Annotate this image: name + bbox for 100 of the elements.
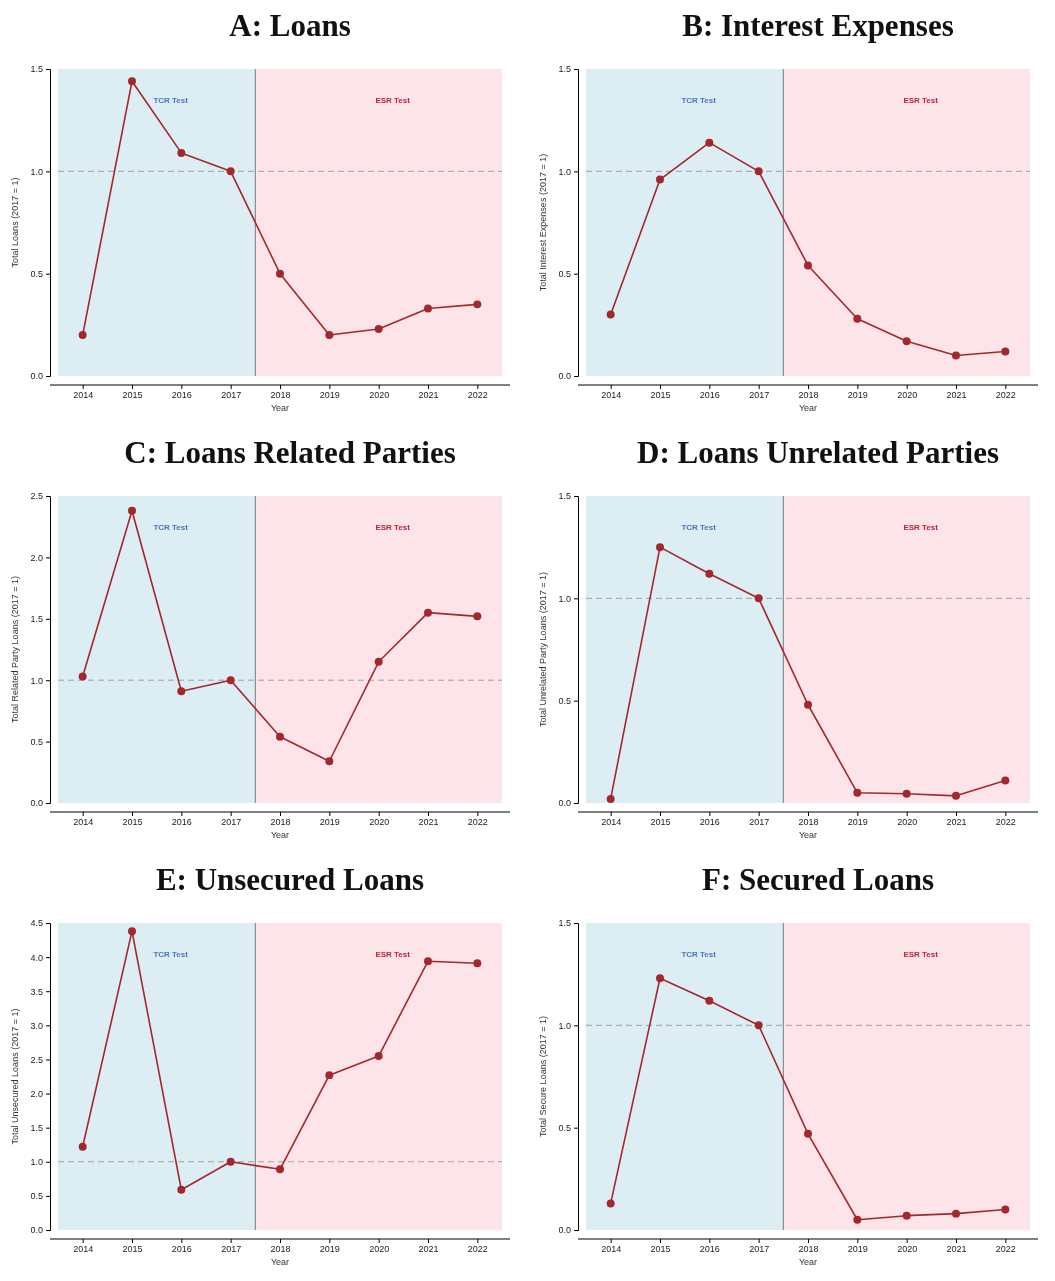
y-axis-title: Total Interest Expenses (2017 = 1)	[538, 153, 548, 292]
point	[853, 788, 862, 797]
x-tick-label: 2017	[749, 1244, 770, 1255]
point	[177, 1185, 186, 1194]
y-tick-label: 3.5	[30, 986, 43, 997]
x-tick-label: 2015	[122, 390, 143, 401]
band-label: TCR Test	[153, 523, 189, 532]
point	[325, 757, 334, 766]
x-tick-label: 2014	[73, 1244, 94, 1255]
point	[902, 1211, 911, 1220]
chart-title: E: Unsecured Loans	[155, 862, 425, 897]
x-tick-label: 2022	[995, 817, 1016, 828]
x-tick-label: 2021	[946, 817, 967, 828]
x-tick-label: 2016	[171, 1244, 192, 1255]
point	[656, 974, 664, 983]
x-tick-label: 2021	[418, 390, 439, 401]
y-tick-label: 0.5	[558, 1123, 571, 1134]
x-tick-label: 2017	[749, 817, 770, 828]
x-tick-label: 2017	[749, 390, 770, 401]
band-label: TCR Test	[681, 523, 717, 532]
point	[276, 732, 284, 741]
x-tick-label: 2020	[897, 1244, 918, 1255]
chart-title: D: Loans Unrelated Parties	[637, 435, 999, 470]
point	[374, 1052, 383, 1061]
y-tick-label: 1.5	[30, 614, 43, 625]
band-label: ESR Test	[903, 96, 939, 105]
x-tick-label: 2020	[897, 390, 918, 401]
point	[804, 700, 812, 709]
point	[177, 687, 186, 696]
band-label: TCR Test	[681, 950, 717, 959]
band-label: ESR Test	[375, 96, 411, 105]
y-tick-label: 3.0	[30, 1020, 43, 1031]
x-tick-label: 2019	[319, 817, 340, 828]
point	[473, 300, 482, 309]
point	[705, 996, 714, 1005]
y-tick-label: 4.5	[30, 918, 43, 929]
point	[902, 789, 911, 798]
x-tick-label: 2018	[798, 390, 819, 401]
point	[128, 927, 136, 936]
band-label: ESR Test	[375, 523, 411, 532]
point	[226, 167, 235, 176]
x-tick-label: 2018	[798, 1244, 819, 1255]
point	[1001, 347, 1010, 356]
point	[78, 1142, 87, 1151]
y-axis-title: Total Unsecured Loans (2017 = 1)	[10, 1008, 20, 1145]
y-tick-label: 1.5	[558, 64, 571, 75]
point	[226, 676, 235, 685]
point	[325, 331, 334, 340]
point	[78, 331, 87, 340]
y-axis-title: Total Secure Loans (2017 = 1)	[538, 1016, 548, 1137]
point	[853, 1215, 862, 1224]
point	[952, 351, 960, 360]
x-tick-label: 2016	[699, 1244, 720, 1255]
x-tick-label: 2018	[270, 390, 291, 401]
point	[804, 261, 812, 270]
x-tick-label: 2021	[418, 1244, 439, 1255]
y-tick-label: 2.5	[30, 1054, 43, 1065]
x-tick-label: 2020	[369, 1244, 390, 1255]
x-tick-label: 2021	[418, 817, 439, 828]
point	[606, 310, 615, 319]
x-axis-title: Year	[270, 830, 290, 840]
y-tick-label: 1.5	[30, 1123, 43, 1134]
x-tick-label: 2021	[946, 390, 967, 401]
point	[1001, 776, 1010, 785]
x-tick-label: 2014	[601, 390, 622, 401]
x-tick-label: 2018	[270, 817, 291, 828]
point	[276, 1165, 284, 1174]
point	[473, 612, 482, 621]
chart-title: B: Interest Expenses	[682, 8, 954, 43]
point	[754, 594, 763, 603]
x-tick-label: 2020	[369, 817, 390, 828]
x-tick-label: 2016	[171, 817, 192, 828]
chart-title: F: Secured Loans	[702, 862, 934, 897]
y-tick-label: 0.5	[558, 269, 571, 280]
x-tick-label: 2014	[601, 817, 622, 828]
x-tick-label: 2019	[847, 817, 868, 828]
y-tick-label: 1.0	[558, 166, 571, 177]
x-tick-label: 2016	[699, 817, 720, 828]
point	[473, 959, 482, 968]
x-tick-label: 2019	[847, 1244, 868, 1255]
y-tick-label: 1.0	[30, 166, 43, 177]
x-tick-label: 2017	[221, 817, 242, 828]
y-axis-title: Total Related Party Loans (2017 = 1)	[10, 576, 20, 723]
x-tick-label: 2021	[946, 1244, 967, 1255]
x-tick-label: 2015	[122, 817, 143, 828]
y-tick-label: 0.0	[30, 1225, 43, 1236]
y-tick-label: 0.0	[30, 371, 43, 382]
x-tick-label: 2018	[270, 1244, 291, 1255]
point	[754, 167, 763, 176]
y-tick-label: 0.0	[558, 798, 571, 809]
point	[952, 1209, 960, 1218]
point	[952, 791, 960, 800]
x-tick-label: 2022	[995, 390, 1016, 401]
band-label: TCR Test	[681, 96, 717, 105]
point	[606, 1199, 615, 1208]
point	[78, 672, 87, 681]
y-tick-label: 1.5	[558, 491, 571, 502]
point	[606, 794, 615, 803]
y-axis-title: Total Loans (2017 = 1)	[10, 177, 20, 268]
band-label: TCR Test	[153, 950, 189, 959]
